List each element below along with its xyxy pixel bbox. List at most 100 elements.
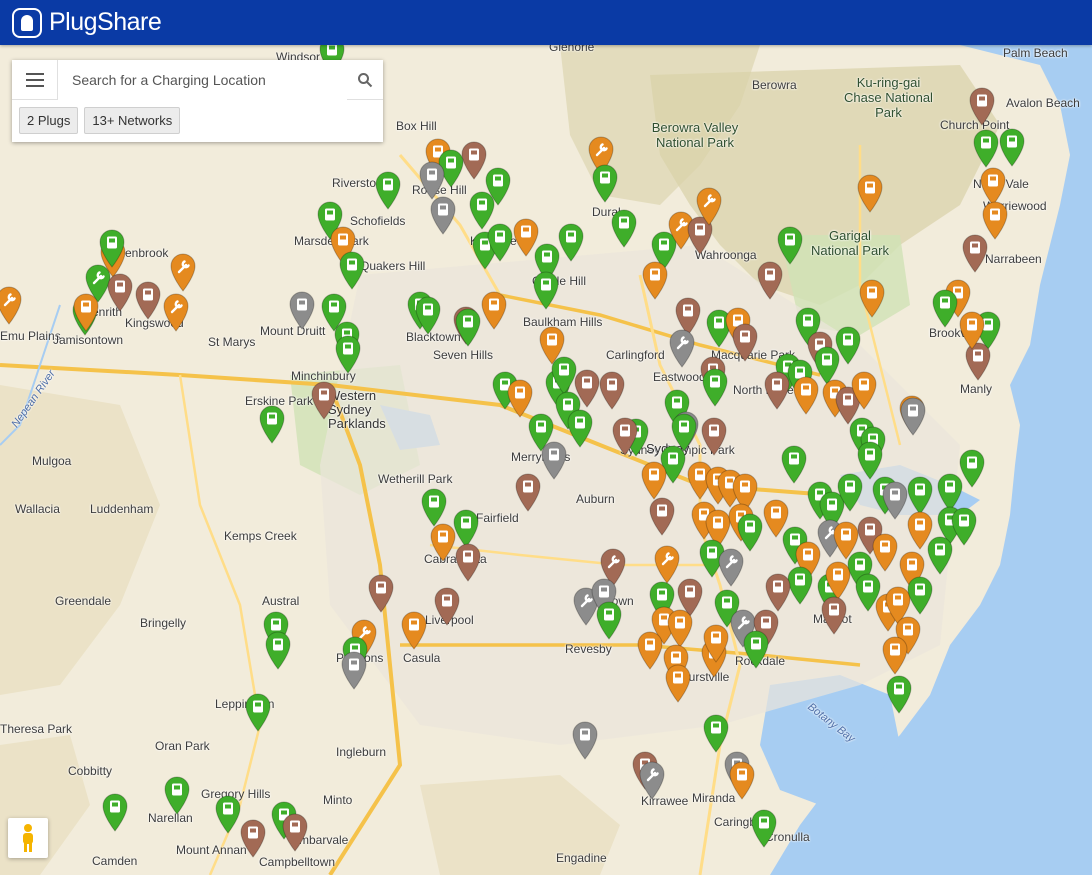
charging-station-pin-green[interactable]	[550, 355, 578, 395]
plugshare-logo-icon[interactable]	[12, 7, 42, 38]
charging-station-pin-green[interactable]	[926, 535, 954, 575]
charging-station-pin-orange[interactable]	[856, 173, 884, 213]
charging-station-pin-green[interactable]	[334, 334, 362, 374]
charging-station-pin-brown[interactable]	[433, 586, 461, 626]
charging-station-pin-orange[interactable]	[728, 760, 756, 800]
charging-station-pin-brown[interactable]	[763, 370, 791, 410]
charging-station-pin-orange[interactable]	[169, 252, 197, 292]
charging-station-pin-brown[interactable]	[700, 416, 728, 456]
charging-station-pin-brown[interactable]	[648, 496, 676, 536]
charging-station-pin-green[interactable]	[650, 230, 678, 270]
networks-filter-chip[interactable]: 13+ Networks	[84, 107, 181, 134]
charging-station-pin-brown[interactable]	[820, 595, 848, 635]
charging-station-pin-green[interactable]	[972, 128, 1000, 168]
charging-station-pin-orange[interactable]	[858, 278, 886, 318]
charging-station-pin-green[interactable]	[527, 412, 555, 452]
charging-station-pin-brown[interactable]	[239, 818, 267, 858]
charging-station-pin-orange[interactable]	[641, 260, 669, 300]
charging-station-pin-green[interactable]	[834, 325, 862, 365]
charging-station-pin-green[interactable]	[750, 808, 778, 848]
charging-station-pin-green[interactable]	[557, 222, 585, 262]
charging-station-pin-green[interactable]	[486, 222, 514, 262]
charging-station-pin-green[interactable]	[776, 225, 804, 265]
charging-station-pin-gray[interactable]	[638, 760, 666, 800]
charging-station-pin-brown[interactable]	[961, 233, 989, 273]
charging-station-pin-green[interactable]	[591, 163, 619, 203]
charging-station-pin-green[interactable]	[931, 288, 959, 328]
charging-station-pin-gray[interactable]	[668, 328, 696, 368]
charging-station-pin-green[interactable]	[818, 490, 846, 530]
charging-station-pin-green[interactable]	[885, 674, 913, 714]
charging-station-pin-brown[interactable]	[134, 280, 162, 320]
charging-station-pin-green[interactable]	[659, 444, 687, 484]
charging-station-pin-orange[interactable]	[162, 292, 190, 332]
charging-station-pin-brown[interactable]	[281, 812, 309, 852]
charging-station-pin-gray[interactable]	[572, 586, 600, 626]
charging-station-pin-orange[interactable]	[664, 663, 692, 703]
charging-station-pin-green[interactable]	[338, 250, 366, 290]
charging-station-pin-green[interactable]	[856, 440, 884, 480]
charging-station-pin-orange[interactable]	[480, 290, 508, 330]
charging-station-pin-green[interactable]	[452, 508, 480, 548]
charging-station-pin-brown[interactable]	[611, 416, 639, 456]
map-canvas[interactable]: Windsor Glenorie Berowra Palm Beach Aval…	[0, 45, 1092, 875]
charging-station-pin-brown[interactable]	[460, 140, 488, 180]
search-input[interactable]	[58, 59, 347, 100]
charging-station-pin-green[interactable]	[742, 629, 770, 669]
charging-station-pin-brown[interactable]	[514, 472, 542, 512]
charging-station-pin-brown[interactable]	[686, 215, 714, 255]
charging-station-pin-green[interactable]	[936, 472, 964, 512]
charging-station-pin-orange[interactable]	[958, 310, 986, 350]
charging-station-pin-brown[interactable]	[834, 385, 862, 425]
charging-station-pin-brown[interactable]	[964, 341, 992, 381]
charging-station-pin-green[interactable]	[84, 263, 112, 303]
charging-station-pin-brown[interactable]	[968, 86, 996, 126]
charging-station-pin-gray[interactable]	[571, 720, 599, 760]
charging-station-pin-green[interactable]	[244, 692, 272, 732]
charging-station-pin-orange[interactable]	[702, 623, 730, 663]
charging-station-pin-orange[interactable]	[587, 135, 615, 175]
charging-station-pin-brown[interactable]	[599, 547, 627, 587]
charging-station-pin-green[interactable]	[950, 506, 978, 546]
charging-station-pin-brown[interactable]	[756, 260, 784, 300]
charging-station-pin-orange[interactable]	[429, 522, 457, 562]
charging-station-pin-orange[interactable]	[512, 217, 540, 257]
search-icon[interactable]	[347, 60, 383, 100]
charging-station-pin-gray[interactable]	[288, 290, 316, 330]
charging-station-pin-gray[interactable]	[717, 547, 745, 587]
charging-station-pin-orange[interactable]	[792, 375, 820, 415]
charging-station-pin-green[interactable]	[101, 792, 129, 832]
charging-station-pin-green[interactable]	[698, 538, 726, 578]
charging-station-pin-green[interactable]	[813, 345, 841, 385]
charging-station-pin-green[interactable]	[998, 127, 1026, 167]
charging-station-pin-green[interactable]	[958, 448, 986, 488]
charging-station-pin-gray[interactable]	[899, 396, 927, 436]
charging-station-pin-orange[interactable]	[979, 166, 1007, 206]
charging-station-pin-green[interactable]	[264, 630, 292, 670]
charging-station-pin-orange[interactable]	[704, 508, 732, 548]
charging-station-pin-brown[interactable]	[598, 370, 626, 410]
charging-station-pin-orange[interactable]	[850, 370, 878, 410]
charging-station-pin-orange[interactable]	[640, 460, 668, 500]
charging-station-pin-green[interactable]	[610, 208, 638, 248]
charging-station-pin-green[interactable]	[906, 575, 934, 615]
charging-station-pin-orange[interactable]	[731, 472, 759, 512]
charging-station-pin-gray[interactable]	[340, 650, 368, 690]
charging-station-pin-green[interactable]	[670, 412, 698, 452]
charging-station-pin-green[interactable]	[374, 170, 402, 210]
charging-station-pin-green[interactable]	[258, 404, 286, 444]
charging-station-pin-orange[interactable]	[400, 610, 428, 650]
charging-station-pin-green[interactable]	[532, 270, 560, 310]
charging-station-pin-green[interactable]	[414, 295, 442, 335]
app-title[interactable]: PlugShare	[49, 8, 162, 36]
charging-station-pin-gray[interactable]	[429, 195, 457, 235]
charging-station-pin-gray[interactable]	[418, 160, 446, 200]
hamburger-menu-button[interactable]	[12, 59, 58, 100]
charging-station-pin-green[interactable]	[454, 307, 482, 347]
charging-station-pin-brown[interactable]	[454, 542, 482, 582]
charging-station-pin-brown[interactable]	[674, 296, 702, 336]
charging-station-pin-brown[interactable]	[764, 572, 792, 612]
charging-station-pin-green[interactable]	[420, 487, 448, 527]
charging-station-pin-brown[interactable]	[676, 577, 704, 617]
charging-station-pin-green[interactable]	[484, 166, 512, 206]
